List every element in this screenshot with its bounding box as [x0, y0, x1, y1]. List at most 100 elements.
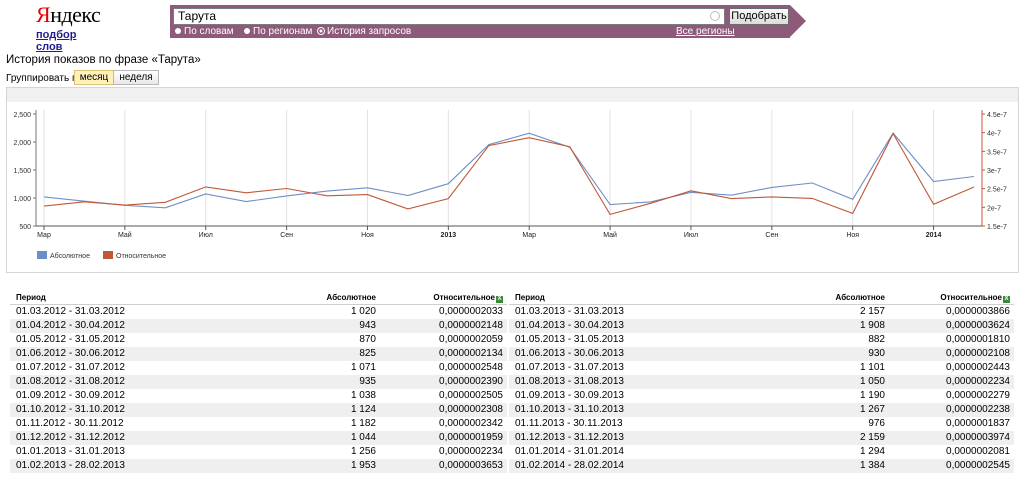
cell-relative: 0,0000001959 — [380, 430, 507, 445]
series-line-relative — [43, 132, 975, 216]
mode-by-regions[interactable]: По регионам — [244, 26, 312, 37]
table-row: 01.02.2014 - 28.02.2014 1 384 0,0000002545 — [509, 458, 1014, 473]
cell-relative: 0,0000002134 — [380, 346, 507, 361]
cell-absolute: 1 020 — [350, 305, 376, 317]
cell-period: 01.06.2013 - 30.06.2013 — [509, 346, 709, 361]
history-table-right: Период Абсолютное Относительное X 01.03.2… — [509, 290, 1014, 473]
radio-icon — [175, 28, 181, 34]
x-tick-label: Мар — [522, 232, 536, 239]
search-bar: Тарута Подобрать По словам По регионам И… — [170, 5, 790, 38]
cell-absolute: 976 — [868, 417, 885, 429]
cell-absolute: 1 190 — [859, 389, 885, 401]
x-tick-label: Май — [603, 231, 617, 239]
y-right-tick-label: 2e-7 — [987, 205, 1001, 212]
table-row: 01.11.2012 - 30.11.2012 1 182 0,0000002342 — [10, 417, 507, 431]
table-header-row: Период Абсолютное Относительное X — [509, 290, 1014, 305]
cell-relative: 0,0000002505 — [439, 389, 503, 401]
cell-absolute: 935 — [210, 374, 380, 389]
table-row: 01.10.2012 - 31.10.2012 1 124 0,0000002308 — [10, 402, 507, 417]
group-week-button[interactable]: неделя — [113, 70, 159, 85]
y-right-tick-label: 4.5e-7 — [987, 112, 1007, 119]
cell-period: 01.09.2012 - 30.09.2012 — [16, 389, 125, 401]
cell-period: 01.07.2012 - 31.07.2012 — [16, 361, 125, 373]
table-row: 01.03.2013 - 31.03.2013 2 157 0,0000003866 — [509, 304, 1014, 319]
cell-relative: 0,0000003974 — [889, 430, 1014, 445]
y-right-tick-label: 2.5e-7 — [987, 187, 1007, 194]
col-relative-label: Относительное — [940, 292, 1002, 302]
group-month-button[interactable]: месяц — [74, 70, 114, 85]
mode-by-words[interactable]: По словам — [175, 26, 234, 37]
x-tick-label: Сен — [765, 232, 778, 239]
group-by-label: Группировать по: — [6, 73, 86, 84]
cell-absolute: 870 — [359, 333, 376, 345]
chart-top-band — [7, 88, 1018, 102]
search-button[interactable]: Подобрать — [729, 8, 789, 25]
excel-icon[interactable]: X — [1003, 295, 1010, 303]
cell-relative: 0,0000002108 — [889, 346, 1014, 361]
cell-period: 01.12.2012 - 31.12.2012 — [10, 430, 210, 445]
search-input[interactable]: Тарута — [173, 8, 725, 25]
cell-absolute: 1 384 — [709, 458, 889, 473]
cell-relative: 0,0000002443 — [946, 361, 1010, 373]
cell-period: 01.04.2012 - 30.04.2012 — [10, 318, 210, 333]
mode-history[interactable]: История запросов — [318, 26, 411, 37]
cell-period: 01.09.2013 - 30.09.2013 — [515, 389, 624, 401]
logo-rest: ндекс — [50, 2, 101, 27]
table-row: 01.05.2013 - 31.05.2013 882 0,0000001810 — [509, 333, 1014, 347]
clear-icon[interactable] — [710, 11, 720, 21]
x-tick-label: Сен — [280, 232, 293, 239]
col-relative: Относительное X — [380, 290, 507, 305]
y-left-tick-label: 500 — [19, 224, 31, 231]
cell-period: 01.06.2012 - 30.06.2012 — [10, 346, 210, 361]
excel-icon[interactable]: X — [496, 295, 503, 303]
page-title: История показов по фразе «Тарута» — [6, 54, 201, 66]
cell-period: 01.02.2014 - 28.02.2014 — [509, 458, 709, 473]
cell-absolute: 882 — [868, 333, 885, 345]
cell-absolute: 1 267 — [709, 402, 889, 417]
x-tick-label: Июл — [199, 232, 213, 239]
service-name-link[interactable]: подбор слов — [36, 29, 77, 53]
cell-absolute: 1 256 — [350, 445, 376, 457]
cell-relative: 0,0000001810 — [946, 333, 1010, 345]
table-row: 01.07.2012 - 31.07.2012 1 071 0,0000002548 — [10, 361, 507, 375]
yandex-logo[interactable]: Яндекс — [36, 4, 102, 26]
legend-swatch-relative — [103, 251, 113, 259]
table-row: 01.09.2012 - 30.09.2012 1 038 0,0000002505 — [10, 389, 507, 403]
table-row: 01.06.2013 - 30.06.2013 930 0,0000002108 — [509, 346, 1014, 361]
col-absolute: Абсолютное — [709, 290, 889, 305]
history-tables: Период Абсолютное Относительное X 01.03.2… — [10, 290, 1014, 483]
legend-swatch-absolute — [37, 251, 47, 259]
cell-absolute: 1 071 — [350, 361, 376, 373]
table-row: 01.04.2012 - 30.04.2012 943 0,0000002148 — [10, 318, 507, 333]
cell-absolute: 1 908 — [709, 318, 889, 333]
cell-period: 01.07.2013 - 31.07.2013 — [515, 361, 624, 373]
y-left-tick-label: 1,500 — [13, 168, 31, 175]
cell-relative: 0,0000002342 — [439, 417, 503, 429]
col-period: Период — [509, 290, 709, 305]
logo-first-letter: Я — [36, 2, 51, 27]
cell-period: 01.10.2012 - 31.10.2012 — [10, 402, 210, 417]
x-tick-label: Май — [118, 231, 132, 239]
cell-absolute: 825 — [210, 346, 380, 361]
cell-absolute: 1 182 — [350, 417, 376, 429]
cell-relative: 0,0000002234 — [889, 374, 1014, 389]
table-row: 01.12.2012 - 31.12.2012 1 044 0,0000001959 — [10, 430, 507, 445]
radio-icon — [244, 28, 250, 34]
cell-relative: 0,0000002033 — [439, 305, 503, 317]
cell-period: 01.02.2013 - 28.02.2013 — [10, 458, 210, 473]
table-row: 01.09.2013 - 30.09.2013 1 190 0,0000002279 — [509, 389, 1014, 403]
cell-relative: 0,0000001837 — [946, 417, 1010, 429]
mode-label: По словам — [184, 26, 234, 37]
cell-period: 01.03.2012 - 31.03.2012 — [16, 305, 125, 317]
cell-relative: 0,0000002148 — [380, 318, 507, 333]
x-tick-label: 2013 — [441, 232, 457, 239]
cell-relative: 0,0000003624 — [889, 318, 1014, 333]
table-row: 01.02.2013 - 28.02.2013 1 953 0,0000003653 — [10, 458, 507, 473]
cell-absolute: 2 159 — [709, 430, 889, 445]
y-right-tick-label: 3e-7 — [987, 168, 1001, 175]
cell-relative: 0,0000003653 — [380, 458, 507, 473]
table-row: 01.08.2012 - 31.08.2012 935 0,0000002390 — [10, 374, 507, 389]
col-absolute: Абсолютное — [210, 290, 380, 305]
all-regions-link[interactable]: Все регионы — [676, 26, 735, 37]
cell-period: 01.12.2013 - 31.12.2013 — [509, 430, 709, 445]
